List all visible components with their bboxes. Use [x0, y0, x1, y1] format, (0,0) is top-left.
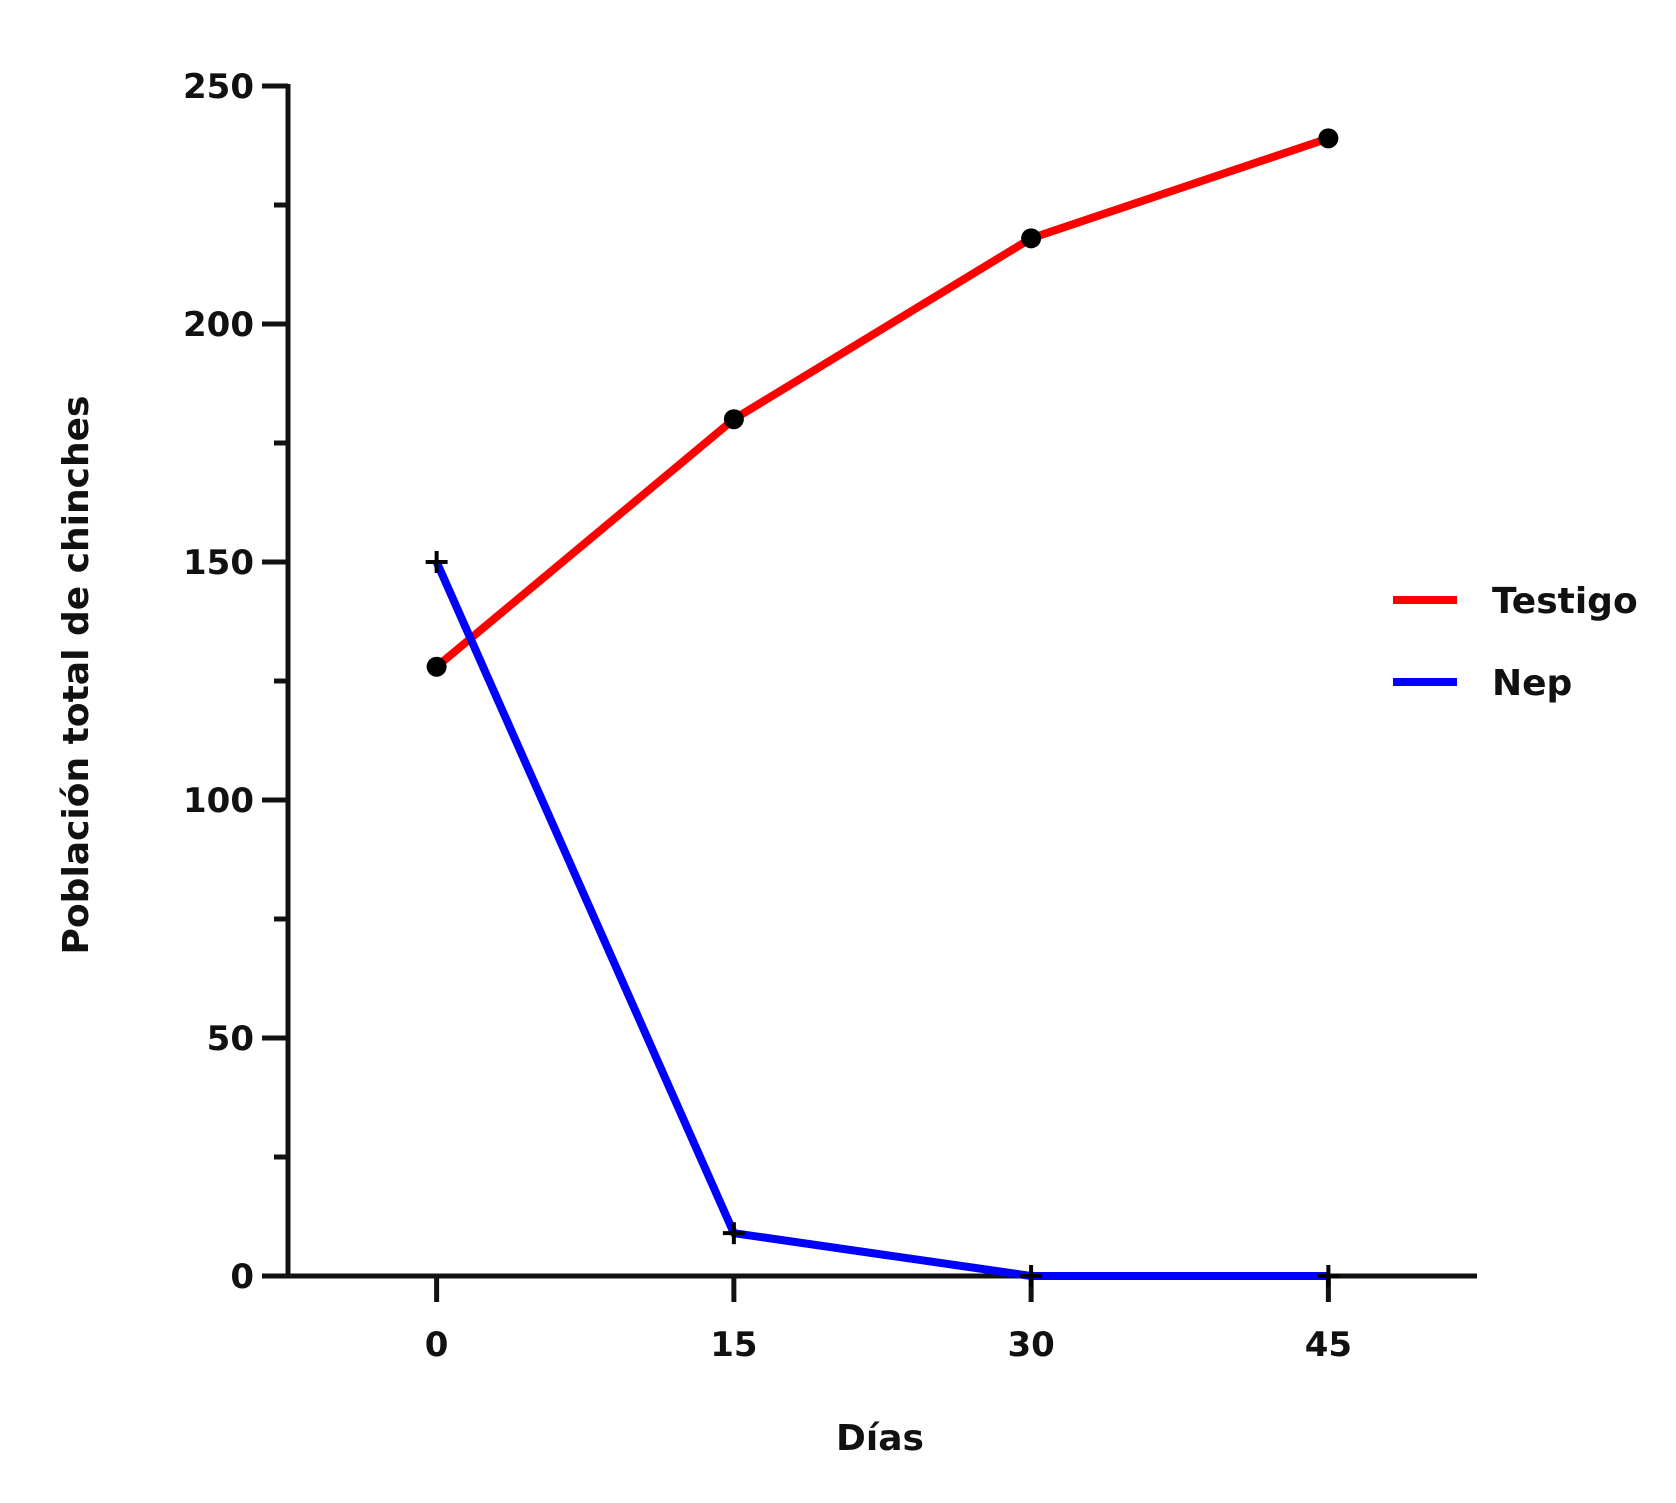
data-point: [1318, 128, 1339, 149]
legend-label-nep: Nep: [1492, 663, 1572, 704]
legend-label-testigo: Testigo: [1492, 581, 1638, 622]
y-tick-label: 100: [183, 781, 254, 821]
x-tick-label: 15: [710, 1325, 757, 1365]
y-tick-label: 200: [183, 305, 254, 345]
data-point: [426, 656, 447, 677]
series-line-nep: [432, 560, 1329, 1280]
x-tick-label: 30: [1007, 1325, 1054, 1365]
x-tick-label: 0: [425, 1325, 449, 1365]
data-point: [1317, 1265, 1340, 1287]
series-line-testigo: [434, 134, 1330, 670]
data-point: [425, 551, 448, 573]
y-tick-label: 50: [207, 1019, 254, 1059]
data-point: [723, 409, 744, 430]
axes: 0 50 100 150 200 250 0 15 30 45: [183, 67, 1477, 1365]
y-axis-title: Población total de chinches: [56, 396, 97, 955]
y-tick-label: 250: [183, 67, 254, 107]
legend: Testigo Nep: [1393, 581, 1638, 704]
y-tick-label: 0: [230, 1257, 254, 1297]
data-point: [722, 1222, 745, 1245]
data-point: [1021, 228, 1042, 249]
x-tick-label: 45: [1305, 1325, 1352, 1365]
x-axis-title: Días: [836, 1418, 924, 1459]
data-point: [1020, 1265, 1043, 1287]
series-layer: [425, 128, 1340, 1287]
y-tick-label: 150: [183, 543, 254, 583]
